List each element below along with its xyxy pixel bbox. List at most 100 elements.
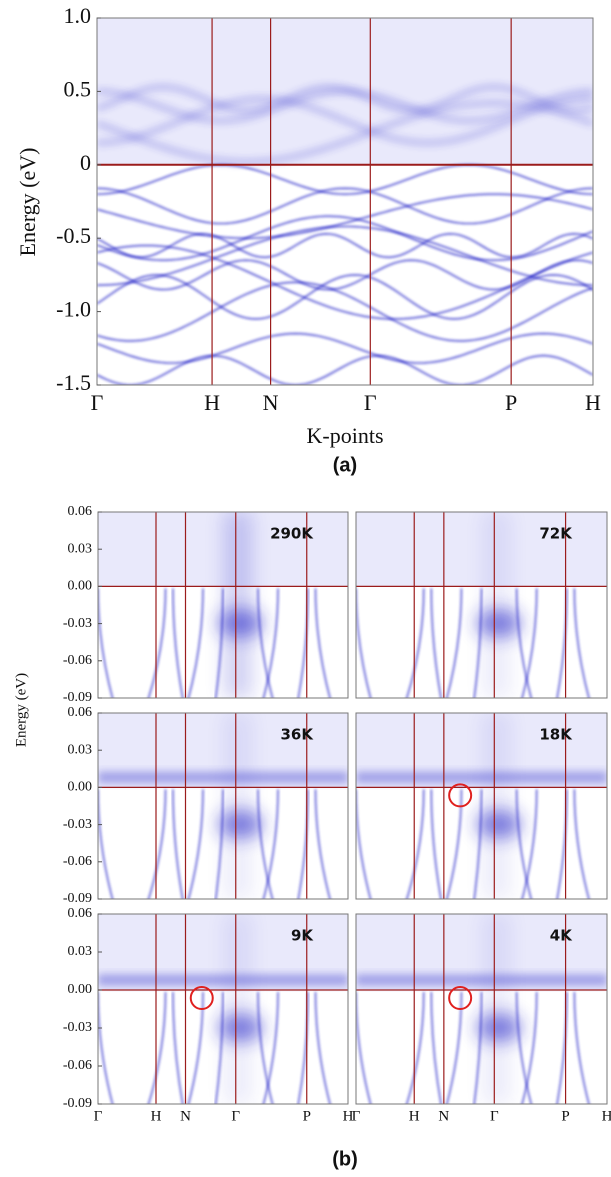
panel-label: 36K [281,726,315,744]
panel: 18K [355,712,608,900]
y-tick-label: -0.03 [63,616,92,631]
band-decoration [97,193,593,239]
band-decoration [172,789,184,899]
band-decoration [515,991,533,1104]
band-decoration [214,991,224,1104]
band-decoration [187,991,204,1104]
k-point-label: Γ [91,390,104,415]
band-decoration [214,789,224,899]
y-tick-label: 0.00 [68,780,93,795]
k-point-label: Γ [352,1108,361,1124]
band-decoration [97,84,593,113]
y-tick-label: -0.09 [63,690,92,705]
band-decoration [314,588,331,698]
band-decoration [446,789,463,899]
highlight-circle [448,783,473,808]
y-tick-label: -1.0 [56,297,91,322]
k-point-label: P [561,1108,569,1124]
band-decoration [262,991,279,1104]
band-decoration [172,588,184,698]
k-point-label: H [343,1108,354,1124]
y-tick-label: 0.06 [68,705,93,720]
band-decoration [147,588,167,698]
k-point-label: N [438,1108,449,1124]
caption: (a) [333,454,357,476]
y-tick-label: -0.09 [63,891,92,906]
k-point-label: P [505,390,517,415]
y-tick-label: -0.03 [63,1020,92,1035]
panel: Γ H N Γ P H 4K [352,913,611,1124]
k-point-label: Γ [490,1108,499,1124]
band-decoration [97,101,593,164]
panel: 0.06 0.03 0.00 -0.03 -0.06 -0.09 290K [63,504,349,705]
panel: 0.060.030.00-0.03-0.06-0.09Γ H N Γ P H9K [63,906,354,1124]
y-axis-label: Energy (eV) [15,148,40,257]
band-decoration [573,991,590,1104]
band-decoration [97,332,593,364]
k-point-label: N [180,1108,191,1124]
plot-area [97,18,593,385]
k-point-label: P [303,1108,311,1124]
spectral-haze [223,713,253,899]
band-decoration [297,991,309,1104]
panel-label: 290K [270,525,314,543]
band-decoration [556,991,568,1104]
band-decoration [262,789,279,899]
y-tick-label: -0.06 [63,854,92,869]
band-decoration [97,232,593,259]
band-decoration [147,991,167,1104]
band-decoration [97,244,593,320]
panel: 0.06 0.03 0.00 -0.03 -0.06 -0.09 36K [63,705,349,906]
panel: 1.00.50-0.5-1.0-1.5Γ H N Γ P H [56,3,601,415]
band-decoration [297,588,309,698]
spectral-haze [223,512,253,698]
panel-label: 72K [539,525,573,543]
band-decoration [97,274,593,320]
frame [97,913,349,1105]
k-point-label: Γ [364,390,377,415]
k-point-label: H [602,1108,611,1124]
band-decoration [97,281,593,342]
y-tick-label: -1.5 [56,370,91,395]
y-tick-label: -0.03 [63,817,92,832]
y-tick-label: 0.06 [68,906,93,921]
y-tick-label: -0.06 [63,653,92,668]
band-decoration [257,789,274,899]
panel-label: 18K [539,726,573,744]
band-decoration [97,225,593,286]
band-decoration [172,991,184,1104]
band-decoration [573,789,590,899]
band-decoration [556,588,568,698]
band-decoration [314,789,331,899]
y-tick-label: 0.03 [68,944,93,959]
band-decoration [97,163,593,196]
band-decoration [262,588,279,698]
y-tick-label: 0.00 [68,982,93,997]
y-tick-label: 0.03 [68,742,93,757]
caption: (b) [332,1148,358,1170]
band-decoration [97,96,593,145]
band-decoration [430,789,442,899]
panel-label: 4K [550,927,573,945]
spectral-haze [481,512,512,698]
y-tick-label: 0.03 [68,541,93,556]
y-tick-label: -0.06 [63,1058,92,1073]
y-axis-label: Energy (eV) [13,673,29,747]
spectral-haze [223,914,253,1104]
k-point-label: Γ [94,1108,103,1124]
band-decoration [473,789,483,899]
frame [97,712,349,900]
band-decoration [430,588,442,698]
y-tick-label: 0.00 [68,579,93,594]
band-decoration [257,991,274,1104]
k-point-label: N [263,390,279,415]
frame [96,17,594,386]
band-decoration [430,991,442,1104]
y-tick-label: -0.09 [63,1096,92,1111]
band-decoration [473,588,483,698]
band-decoration [521,991,538,1104]
y-tick-label: 0.5 [64,76,92,101]
k-point-label: H [204,390,220,415]
band-decoration [97,89,593,123]
frame [355,712,608,900]
